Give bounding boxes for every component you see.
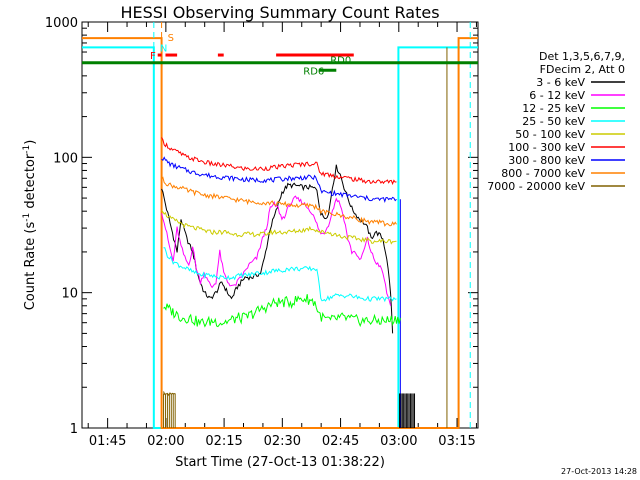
legend-label: 100 - 300 keV: [508, 141, 585, 154]
y-axis-title-part: -1: [22, 213, 32, 222]
y-tick-label: 1000: [45, 16, 78, 31]
x-tick-label: 02:15: [205, 434, 242, 449]
x-tick-label: 02:00: [147, 434, 184, 449]
y-axis-label: Count Rate (s-1 detector-1): [22, 140, 38, 311]
x-tick-label: 03:15: [438, 434, 475, 449]
y-axis-title-part: detector: [23, 153, 38, 213]
orange-step: [82, 37, 478, 429]
y-tick-label: 1: [70, 422, 78, 437]
flag-s: S: [168, 33, 174, 44]
legend: Det 1,3,5,6,7,9,FDecim 2, Att 03 - 6 keV…: [487, 50, 625, 193]
legend-label: 25 - 50 keV: [522, 115, 585, 128]
y-tick-label: 100: [53, 151, 78, 166]
y-axis-title-part: Count Rate (s: [23, 222, 38, 311]
legend-label: 3 - 6 keV: [536, 76, 585, 89]
generation-timestamp: 27-Oct-2013 14:28: [561, 467, 637, 476]
legend-label: 800 - 7000 keV: [501, 167, 585, 180]
x-tick-label: 02:45: [322, 434, 359, 449]
x-tick-label: 03:00: [380, 434, 417, 449]
flag-f: F: [150, 51, 156, 62]
x-axis-label: Start Time (27-Oct-13 01:38:22): [175, 455, 385, 470]
y-axis-title-part: -1: [22, 145, 32, 154]
chart-title: HESSI Observing Summary Count Rates: [120, 3, 439, 22]
series-line-7: [161, 176, 397, 227]
flag-rd6: RD6: [303, 66, 324, 77]
y-axis-title: Count Rate (s-1 detector-1): [22, 140, 38, 311]
y-tick-label: 10: [61, 287, 78, 302]
flag-n: N: [160, 43, 167, 54]
series-line-2: [163, 294, 401, 328]
legend-header: Det 1,3,5,6,7,9,: [539, 50, 625, 63]
cyan-step: [82, 46, 478, 429]
x-tick-label: 02:30: [264, 434, 301, 449]
legend-header: FDecim 2, Att 0: [540, 63, 625, 76]
y-axis-title-part: ): [23, 140, 38, 145]
series-line-1: [161, 195, 392, 306]
plot-area: 1 10 100 1000 01:45 02:00 02:15 02:30 02:45 03:00…: [45, 16, 625, 449]
series-line-6: [161, 156, 397, 203]
series-line-3: [163, 247, 397, 303]
legend-label: 7000 - 20000 keV: [487, 180, 585, 193]
series-line-0: [161, 164, 394, 334]
flag-rd0: RD0: [330, 55, 351, 66]
series-line-4: [161, 210, 397, 245]
legend-label: 300 - 800 keV: [508, 154, 585, 167]
series-line-5: [161, 137, 397, 186]
legend-label: 12 - 25 keV: [522, 102, 585, 115]
plot-frame: [81, 21, 479, 429]
legend-label: 6 - 12 keV: [529, 89, 585, 102]
legend-label: 50 - 100 keV: [515, 128, 585, 141]
x-tick-label: 01:45: [89, 434, 126, 449]
